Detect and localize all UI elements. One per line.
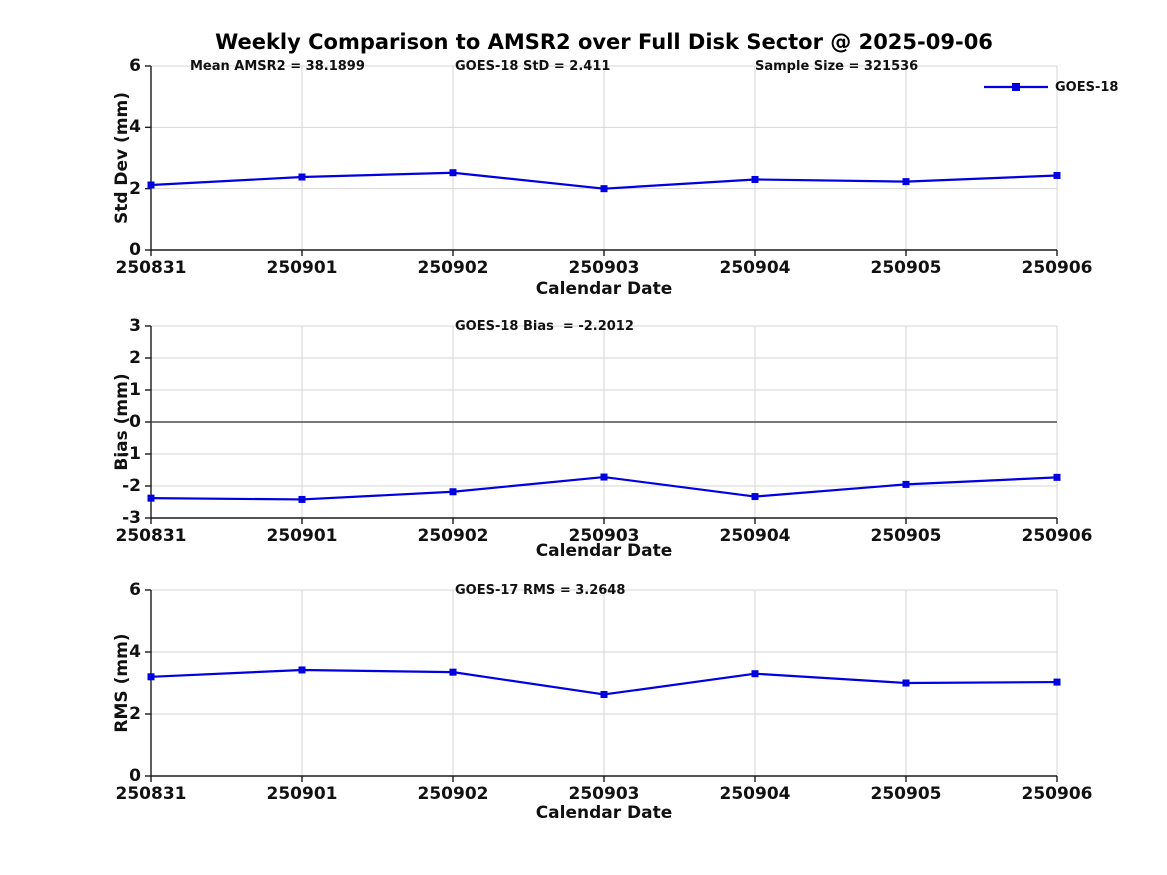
y-tick-label: 6	[129, 56, 141, 76]
annotation-goes18-bias: GOES-18 Bias = -2.2012	[455, 319, 634, 334]
y-tick-label: 4	[129, 642, 141, 662]
x-tick-label: 250902	[417, 526, 489, 546]
x-tick-label: 250901	[266, 526, 338, 546]
y-tick-label: 3	[129, 316, 141, 336]
legend-label: GOES-18	[1055, 79, 1119, 95]
legend: GOES-18	[984, 79, 1118, 95]
x-tick-label: 250903	[568, 258, 640, 278]
x-tick-label: 250903	[568, 526, 640, 546]
y-tick-label: 0	[129, 766, 141, 786]
stddev-x-axis-label: Calendar Date	[535, 279, 673, 299]
x-tick-label: 250903	[568, 784, 640, 804]
x-tick-label: 250904	[719, 258, 791, 278]
stddev-y-axis-label: Std Dev (mm)	[112, 91, 132, 225]
y-tick-label: -1	[122, 444, 141, 464]
x-tick-label: 250904	[719, 784, 791, 804]
rms-x-axis-label: Calendar Date	[535, 803, 673, 823]
x-tick-label: 250906	[1021, 784, 1093, 804]
y-tick-label: 2	[129, 178, 141, 199]
x-tick-label: 250905	[870, 526, 942, 546]
y-tick-label: 0	[129, 412, 141, 432]
x-tick-label: 250904	[719, 526, 791, 546]
x-tick-label: 250831	[115, 258, 187, 278]
y-tick-label: 2	[129, 704, 141, 724]
annotation-mean-amsr2: Mean AMSR2 = 38.1899	[190, 59, 365, 74]
x-tick-label: 250831	[115, 526, 187, 546]
legend-line-icon	[984, 83, 1048, 91]
bias-x-axis-label: Calendar Date	[535, 541, 673, 561]
x-tick-label: 250902	[417, 258, 489, 278]
annotation-sample-size: Sample Size = 321536	[755, 59, 919, 74]
x-tick-label: 250901	[266, 784, 338, 804]
y-tick-label: 0	[129, 240, 141, 260]
x-tick-label: 250905	[870, 258, 942, 278]
x-tick-label: 250906	[1021, 526, 1093, 546]
y-tick-label: 2	[129, 348, 141, 368]
figure-title: Weekly Comparison to AMSR2 over Full Dis…	[215, 30, 993, 54]
y-tick-label: -2	[122, 476, 141, 496]
x-tick-label: 250831	[115, 784, 187, 804]
annotation-goes17-rms: GOES-17 RMS = 3.2648	[455, 583, 626, 598]
y-tick-label: -3	[122, 508, 141, 528]
x-tick-label: 250905	[870, 784, 942, 804]
x-tick-label: 250906	[1021, 258, 1093, 278]
x-tick-label: 250902	[417, 784, 489, 804]
y-tick-label: 4	[129, 117, 141, 138]
annotation-goes18-std: GOES-18 StD = 2.411	[455, 59, 611, 74]
y-tick-label: 1	[129, 380, 141, 400]
x-tick-label: 250901	[266, 258, 338, 278]
y-tick-label: 6	[129, 580, 141, 600]
